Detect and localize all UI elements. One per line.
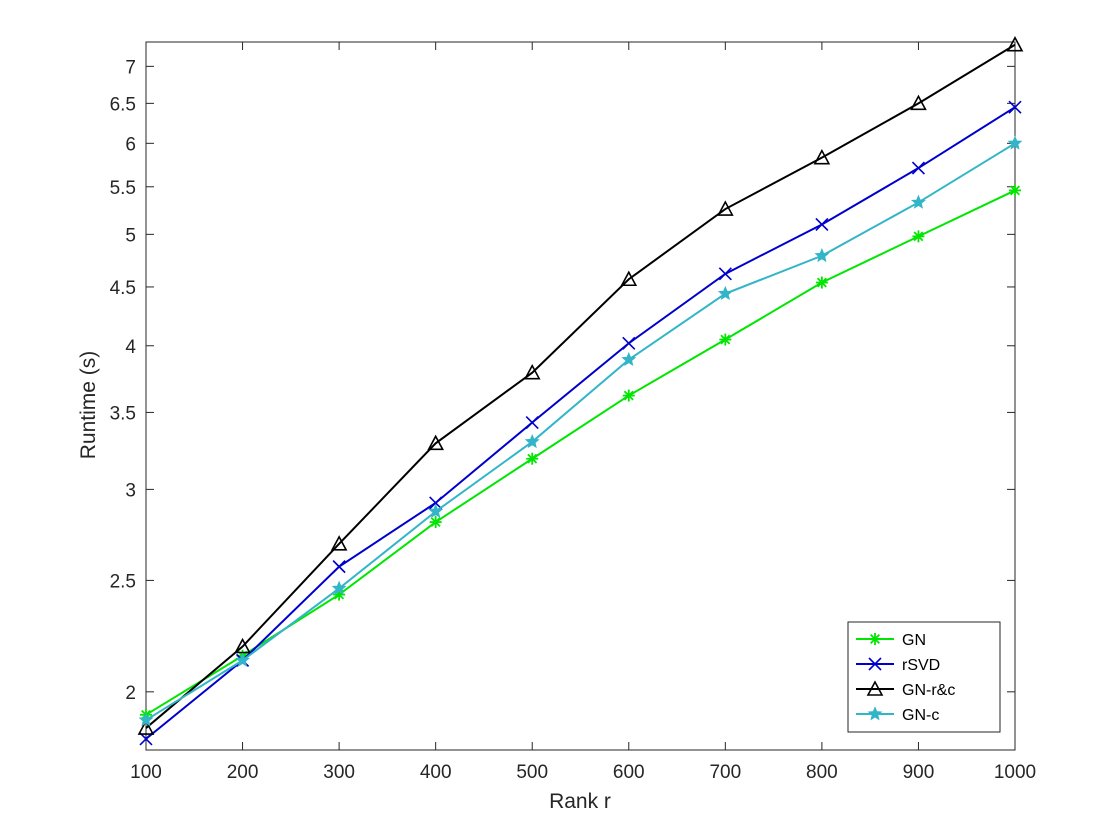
data-point-gn-c (331, 580, 347, 595)
x-tick-label: 800 (806, 762, 838, 783)
y-axis-label: Runtime (s) (77, 351, 100, 460)
legend-label: GN (902, 632, 926, 649)
legend-item-gn-c: GN-c (856, 706, 939, 724)
x-axis-label: Rank r (549, 790, 611, 813)
series-line-rsvd (145, 106, 1016, 740)
y-tick-label: 6.5 (110, 94, 136, 115)
data-point-rsvd (622, 336, 636, 350)
data-point-rsvd (718, 267, 732, 281)
y-tick-label: 3.5 (110, 403, 136, 424)
data-point-gn-c (524, 433, 540, 449)
x-tick-label: 1000 (994, 762, 1036, 783)
y-tick-label: 5.5 (110, 178, 136, 199)
y-tick-label: 2.5 (110, 571, 136, 592)
legend-marker-gn (869, 633, 881, 645)
series-gn-r-c (137, 36, 1024, 735)
data-point-gn-c (911, 194, 926, 209)
legend-label: rSVD (902, 657, 940, 674)
y-axis: 2 2.5 3 3.5 4 4.5 5 5.5 6 6.5 7 (110, 57, 1015, 704)
x-tick-label: 500 (516, 762, 548, 783)
data-point-gn-r-c (427, 434, 445, 451)
data-point-rsvd (429, 496, 443, 510)
legend-marker-rsvd (868, 657, 882, 671)
data-point-gn (429, 516, 442, 529)
data-point-gn-c (1007, 135, 1023, 150)
data-point-gn (622, 389, 635, 402)
data-point-gn-r-c (813, 148, 831, 165)
data-point-gn-c (235, 652, 250, 667)
data-point-gn (1009, 184, 1021, 197)
data-point-gn-r-c (716, 200, 734, 216)
data-point-rsvd (332, 560, 346, 574)
data-point-gn-c (138, 712, 154, 727)
series-layer (137, 36, 1024, 746)
data-point-gn-r-c (137, 719, 155, 735)
data-point-rsvd (911, 161, 926, 175)
legend-label: GN-r&c (902, 682, 955, 699)
y-tick-label: 3 (125, 480, 136, 501)
y-tick-label: 7 (125, 57, 136, 78)
legend: GN rSVD GN-r&c GN-c (847, 621, 1001, 733)
data-point-gn-r-c (234, 637, 251, 654)
x-tick-label: 400 (420, 762, 452, 783)
data-point-rsvd (525, 415, 539, 430)
data-point-gn-c (717, 285, 733, 300)
x-tick-label: 900 (903, 762, 935, 783)
x-tick-label: 700 (709, 762, 741, 783)
data-point-rsvd (139, 732, 153, 746)
data-point-gn (912, 230, 925, 243)
x-tick-label: 200 (227, 762, 259, 783)
x-tick-label: 600 (613, 762, 645, 783)
y-tick-label: 4 (125, 337, 136, 358)
legend-item-rsvd: rSVD (856, 657, 940, 674)
legend-item-gn: GN (856, 632, 926, 649)
y-tick-label: 2 (125, 683, 136, 704)
data-point-gn-c (814, 247, 830, 263)
data-point-gn (815, 276, 828, 289)
series-gn-c (138, 135, 1023, 727)
legend-item-gn-r-c: GN-r&c (856, 680, 955, 699)
data-point-rsvd (815, 217, 829, 232)
data-point-gn-r-c (620, 270, 638, 287)
data-point-gn-c (621, 351, 637, 366)
data-point-gn-r-c (910, 94, 927, 111)
data-point-gn-c (428, 503, 444, 518)
y-tick-label: 4.5 (110, 278, 136, 299)
legend-marker-gn-c (867, 706, 883, 721)
data-point-gn-r-c (523, 363, 541, 380)
legend-label: GN-c (902, 707, 939, 724)
legend-marker-gn-r-c (866, 680, 884, 696)
x-axis: 100 200 300 400 500 600 700 800 900 1000 (130, 42, 1036, 783)
x-tick-label: 100 (130, 762, 162, 783)
y-tick-label: 6 (125, 134, 136, 155)
series-line-gn-r-c (145, 43, 1016, 729)
data-point-gn (526, 452, 539, 465)
data-point-gn-r-c (330, 535, 348, 551)
data-point-rsvd (1008, 100, 1022, 114)
data-point-gn (719, 333, 732, 346)
data-point-gn-r-c (1006, 36, 1024, 52)
x-tick-label: 300 (323, 762, 355, 783)
series-line-gn-c (145, 142, 1016, 721)
y-tick-label: 5 (125, 225, 136, 246)
